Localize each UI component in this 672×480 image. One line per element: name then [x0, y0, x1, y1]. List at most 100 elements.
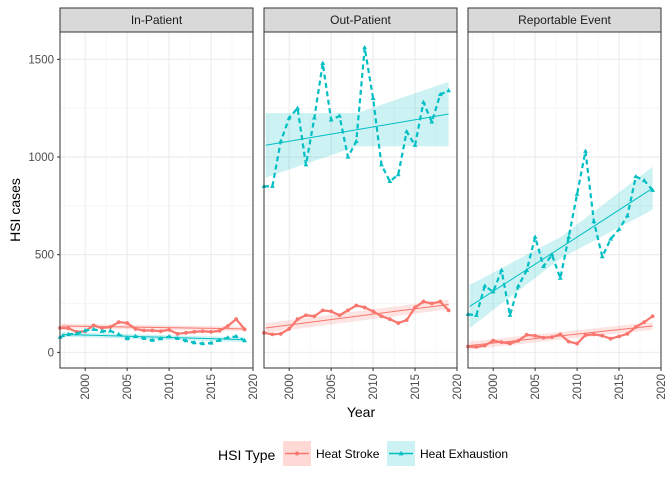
panel-border-reportable-event [467, 31, 662, 369]
data-point-in-patient-heat-exhaustion [233, 333, 239, 338]
data-point-in-patient-heat-exhaustion [124, 336, 130, 341]
data-point-in-patient-heat-exhaustion [208, 340, 214, 345]
trend-line-out-patient-heat-exhaustion [265, 113, 449, 146]
data-point-in-patient-heat-exhaustion [141, 335, 147, 340]
data-point-in-patient-heat-stroke [108, 325, 113, 329]
y-tick-label: 500 [35, 250, 54, 262]
data-point-reportable-event-heat-exhaustion [641, 177, 647, 183]
data-point-in-patient-heat-exhaustion [149, 337, 155, 342]
panel-out-patient: Out-Patient 2000 2005 2010 2015 2020 [261, 7, 464, 400]
data-point-reportable-event-heat-stroke [550, 335, 554, 340]
data-point-reportable-event-heat-exhaustion [524, 267, 530, 272]
data-point-out-patient-heat-stroke [438, 299, 443, 304]
data-point-in-patient-heat-exhaustion [133, 333, 138, 338]
data-point-in-patient-heat-stroke [158, 329, 163, 334]
series-out-patient-heat-exhaustion [261, 45, 452, 188]
data-point-out-patient-heat-exhaustion [328, 117, 334, 122]
legend-label-heat-stroke: Heat Stroke [316, 447, 380, 461]
data-point-out-patient-heat-stroke [362, 305, 367, 310]
data-point-out-patient-heat-stroke [379, 314, 384, 319]
data-point-reportable-event-heat-exhaustion [650, 187, 656, 192]
x-tick-label: 2010 [368, 374, 380, 400]
data-point-in-patient-heat-stroke [100, 326, 104, 330]
data-point-reportable-event-heat-exhaustion [473, 312, 479, 317]
data-point-out-patient-heat-stroke [371, 309, 375, 314]
data-point-in-patient-heat-stroke [91, 323, 96, 328]
data-point-in-patient-heat-stroke [192, 329, 197, 334]
x-tick-label: 2010 [572, 374, 584, 400]
data-point-reportable-event-heat-exhaustion [507, 312, 513, 317]
x-tick-label: 2000 [284, 374, 296, 400]
x-tick-label: 2015 [410, 374, 422, 400]
data-point-out-patient-heat-exhaustion [412, 142, 418, 147]
legend: HSI Type Heat Stroke Heat Exhaustion [218, 441, 508, 466]
data-point-reportable-event-heat-stroke [482, 343, 487, 348]
y-tick-label: 1000 [28, 152, 54, 164]
data-point-out-patient-heat-exhaustion [295, 105, 300, 110]
x-tick-label: 2015 [614, 374, 626, 400]
legend-title: HSI Type [218, 447, 276, 463]
data-point-in-patient-heat-stroke [116, 320, 121, 324]
data-point-reportable-event-heat-exhaustion [482, 283, 488, 288]
data-point-out-patient-heat-exhaustion [429, 119, 435, 124]
x-tick-label: 2015 [206, 374, 218, 400]
data-point-reportable-event-heat-stroke [575, 341, 579, 346]
data-point-in-patient-heat-stroke [234, 317, 239, 322]
y-tick-label: 0 [48, 347, 54, 359]
data-point-reportable-event-heat-exhaustion [599, 254, 605, 259]
strip-reportable-event [467, 7, 662, 33]
data-point-in-patient-heat-exhaustion [191, 340, 197, 345]
series-reportable-event-heat-exhaustion [465, 148, 656, 328]
data-point-reportable-event-heat-stroke [591, 332, 596, 337]
data-point-out-patient-heat-stroke [446, 308, 451, 313]
data-point-out-patient-heat-stroke [278, 331, 283, 336]
data-point-in-patient-heat-stroke [142, 328, 146, 333]
data-point-in-patient-heat-exhaustion [65, 331, 71, 336]
data-point-out-patient-heat-exhaustion [379, 162, 384, 167]
data-point-reportable-event-heat-exhaustion [557, 275, 563, 280]
x-tick-label: 2005 [326, 374, 338, 400]
data-point-out-patient-heat-stroke [295, 317, 300, 322]
data-point-in-patient-heat-stroke [183, 330, 188, 335]
strip-in-patient [59, 7, 254, 33]
legend-key-heat-exhaustion [387, 441, 415, 466]
data-point-reportable-event-heat-exhaustion [532, 234, 538, 239]
data-point-reportable-event-heat-stroke [499, 340, 504, 345]
series-reportable-event-heat-stroke [466, 314, 655, 350]
data-point-out-patient-heat-exhaustion [337, 113, 342, 118]
data-point-reportable-event-heat-stroke [474, 345, 479, 349]
series-in-patient-heat-exhaustion [57, 326, 248, 346]
data-point-reportable-event-heat-exhaustion [591, 218, 597, 224]
data-point-out-patient-heat-exhaustion [269, 183, 275, 188]
data-point-in-patient-heat-exhaustion [91, 326, 96, 331]
data-point-reportable-event-heat-stroke [617, 334, 621, 339]
strip-label-reportable-event: Reportable Event [518, 13, 611, 27]
data-point-reportable-event-heat-stroke [491, 338, 496, 343]
panel-in-patient: In-Patient 2000 2005 2010 2015 2020 [57, 7, 260, 400]
data-point-reportable-event-heat-stroke [642, 320, 647, 324]
data-point-in-patient-heat-exhaustion [116, 331, 122, 336]
data-point-in-patient-heat-stroke [200, 329, 205, 334]
y-tick-label: 1500 [28, 54, 54, 66]
data-point-out-patient-heat-exhaustion [387, 178, 393, 184]
data-point-out-patient-heat-stroke [329, 309, 334, 314]
data-point-in-patient-heat-exhaustion [158, 336, 164, 341]
data-point-reportable-event-heat-exhaustion [490, 289, 496, 294]
data-point-out-patient-heat-stroke [404, 318, 409, 323]
data-point-out-patient-heat-stroke [304, 313, 308, 318]
data-point-out-patient-heat-stroke [354, 303, 359, 308]
data-point-in-patient-heat-stroke [150, 328, 155, 333]
data-point-in-patient-heat-exhaustion [166, 334, 172, 339]
strip-label-in-patient: In-Patient [131, 13, 183, 27]
x-tick-label: 2005 [530, 374, 542, 400]
data-point-reportable-event-heat-stroke [633, 325, 638, 329]
data-point-in-patient-heat-exhaustion [217, 337, 222, 342]
data-point-reportable-event-heat-exhaustion [499, 267, 504, 272]
data-point-reportable-event-heat-stroke [541, 335, 546, 340]
data-point-reportable-event-heat-exhaustion [633, 173, 639, 179]
data-point-in-patient-heat-stroke [209, 329, 213, 334]
panel-border-in-patient [59, 31, 254, 369]
plot-area-out-patient [264, 32, 457, 368]
data-point-reportable-event-heat-exhaustion [549, 252, 555, 257]
